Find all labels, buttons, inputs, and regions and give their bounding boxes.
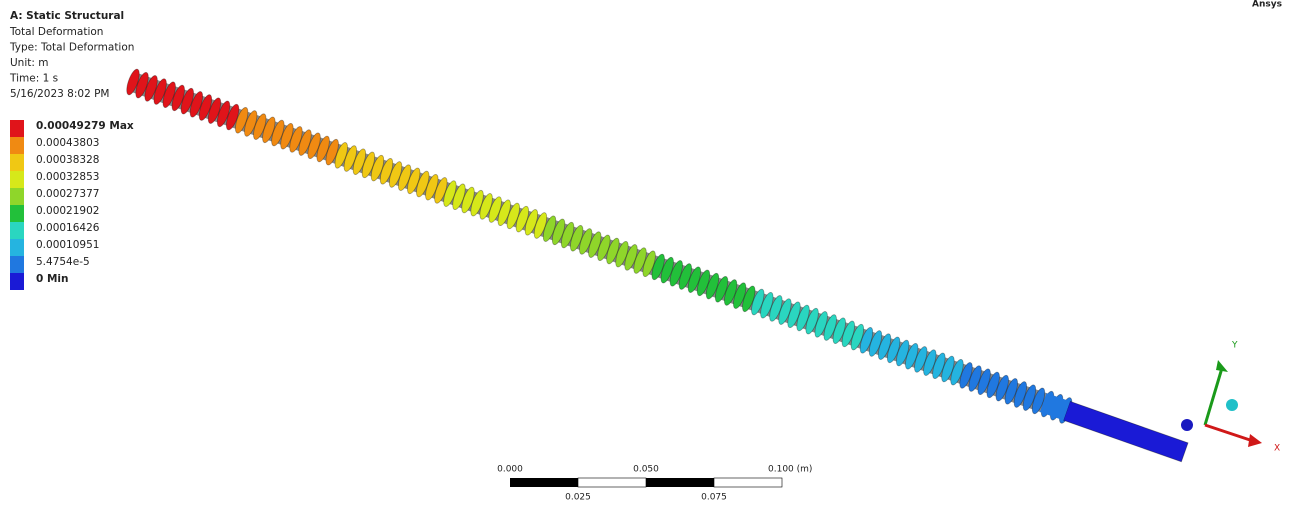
z-axis: [1181, 419, 1193, 431]
result-title: A: Static Structural: [10, 10, 124, 22]
legend-swatch: [10, 256, 24, 273]
legend-label: 0.00027377: [36, 188, 99, 200]
logo: Ansys: [1252, 0, 1282, 10]
scale-seg: [510, 478, 578, 487]
y-axis-label: Y: [1231, 341, 1238, 351]
legend-label: 0.00021902: [36, 205, 99, 217]
model: [124, 68, 1189, 465]
triad: Y X: [1181, 341, 1280, 454]
legend-label: 0 Min: [36, 273, 68, 285]
x-axis-label: X: [1274, 444, 1280, 454]
scale-label: 0.025: [565, 493, 591, 503]
scale-label: 0.075: [701, 493, 727, 503]
result-info: Unit: m: [10, 57, 48, 69]
shank: [1063, 401, 1188, 461]
viewport: A: Static Structural Ansys 0.00049279 Ma…: [0, 0, 1298, 508]
legend-label: 0.00043803: [36, 137, 99, 149]
screw: [124, 68, 1189, 465]
legend-swatch: [10, 205, 24, 222]
x-axis-arrow: [1205, 425, 1250, 440]
legend-swatch: [10, 154, 24, 171]
scale-label: 0.050: [633, 465, 659, 475]
legend-swatch: [10, 239, 24, 256]
legend-label: 0.00038328: [36, 154, 99, 166]
legend-label: 0.00010951: [36, 239, 99, 251]
result-info: 5/16/2023 8:02 PM: [10, 88, 109, 100]
legend-swatch: [10, 171, 24, 188]
scale-seg: [714, 478, 782, 487]
legend-label: 5.4754e-5: [36, 256, 90, 268]
legend-swatch: [10, 222, 24, 239]
legend-label: 0.00032853: [36, 171, 99, 183]
legend-swatch: [10, 137, 24, 154]
triad-sphere: [1226, 399, 1238, 411]
legend-label: 0.00049279 Max: [36, 120, 134, 132]
scale-label: 0.000: [497, 465, 523, 475]
scale-bar: 0.000 0.050 0.100 (m) 0.025 0.075: [497, 465, 812, 503]
legend-swatch: [10, 188, 24, 205]
x-arrow-head: [1248, 434, 1262, 447]
legend-swatch: [10, 120, 24, 137]
result-info: Type: Total Deformation: [9, 42, 134, 54]
y-axis-arrow: [1205, 368, 1222, 425]
result-info: Total Deformation: [9, 26, 103, 38]
y-arrow-head: [1216, 360, 1228, 372]
scale-seg: [646, 478, 714, 487]
legend-swatch: [10, 273, 24, 290]
legend-label: 0.00016426: [36, 222, 100, 234]
scale-label: 0.100 (m): [768, 465, 812, 475]
scale-seg: [578, 478, 646, 487]
result-info: Time: 1 s: [9, 73, 58, 85]
legend: 0.00049279 Max 0.00043803 0.00038328 0.0003…: [10, 120, 134, 290]
